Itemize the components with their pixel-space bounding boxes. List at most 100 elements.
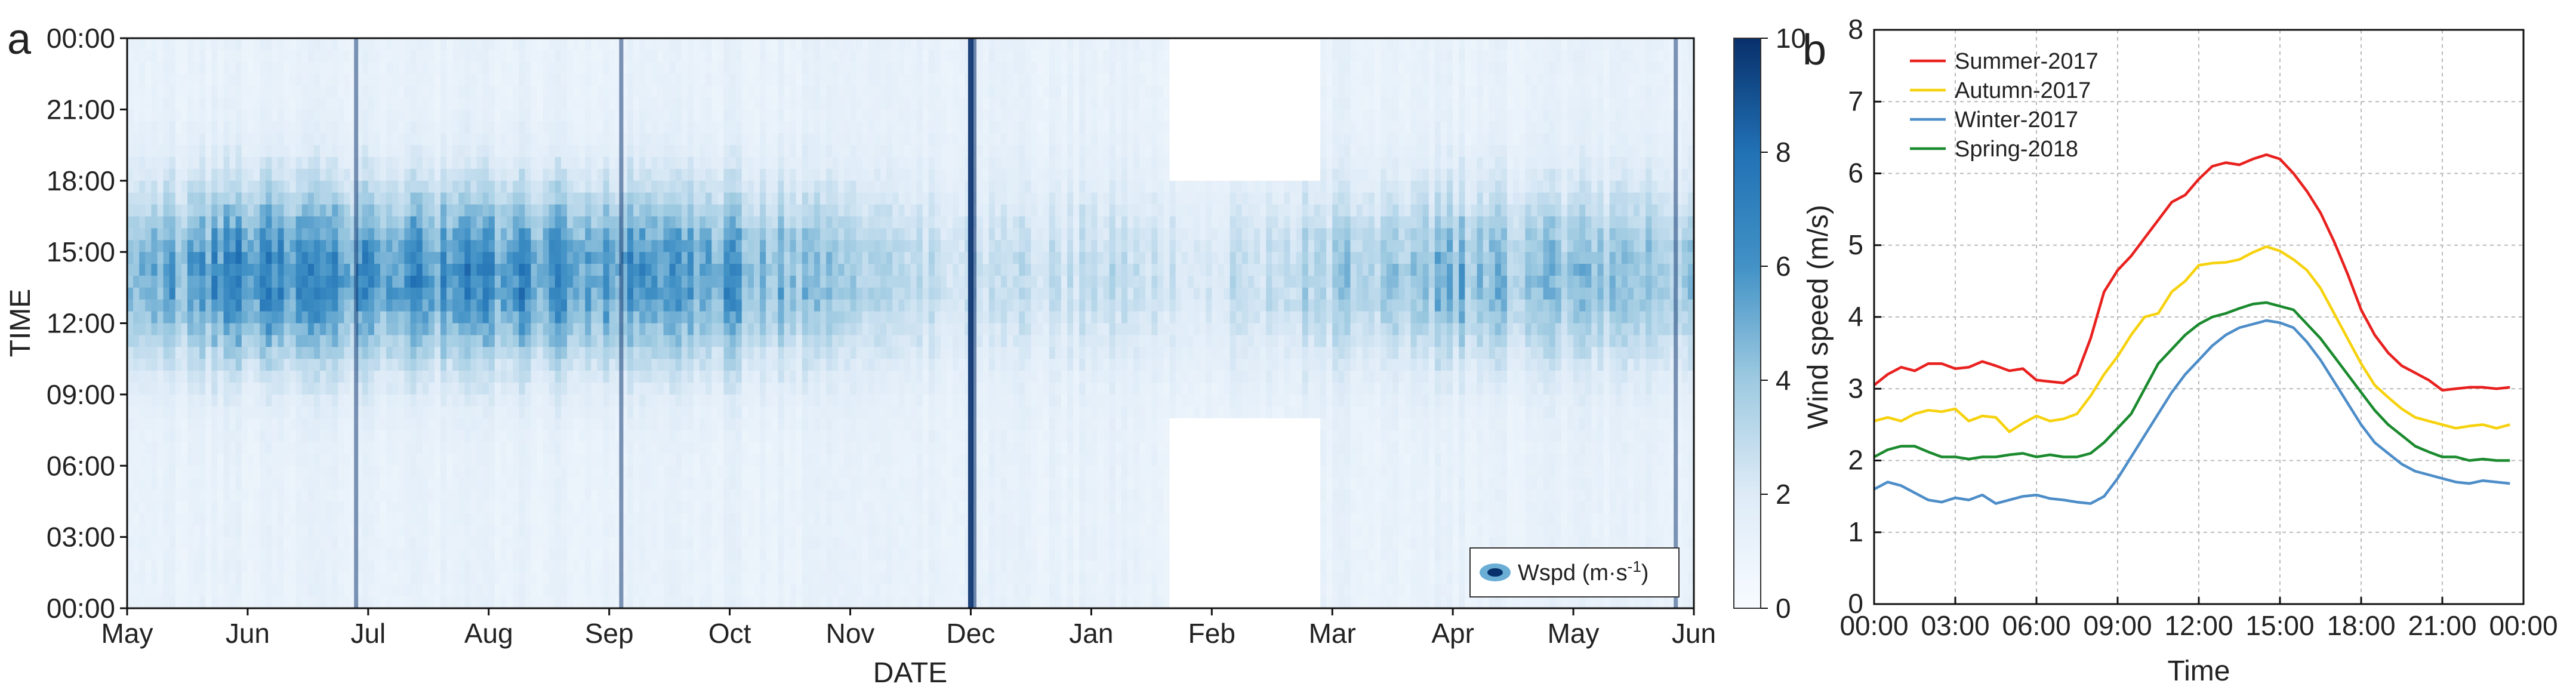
heatmap-cell [229, 371, 236, 383]
heatmap-cell [681, 572, 688, 586]
heatmap-cell [229, 299, 236, 312]
heatmap-cell [313, 61, 321, 75]
heatmap-cell [579, 156, 586, 170]
heatmap-cell [320, 382, 326, 395]
heatmap-cell [163, 156, 170, 170]
heatmap-cell [567, 335, 574, 348]
heatmap-cell [145, 252, 152, 264]
heatmap-cell [567, 454, 574, 467]
heatmap-cell [735, 406, 742, 419]
heatmap-cell [151, 525, 158, 538]
heatmap-cell [272, 454, 279, 467]
heatmap-cell [554, 382, 562, 395]
heatmap-cell [513, 85, 520, 98]
heatmap-cell [717, 287, 725, 300]
heatmap-cell [181, 216, 188, 229]
heatmap-cell [211, 264, 218, 276]
heatmap-cell [452, 359, 460, 371]
heatmap-cell [211, 572, 218, 586]
heatmap-cell [458, 156, 466, 170]
heatmap-cell [669, 299, 676, 312]
heatmap-cell [458, 311, 466, 324]
heatmap-cell [332, 584, 339, 597]
heatmap-cell [531, 275, 538, 288]
heatmap-cell [729, 347, 737, 359]
heatmap-cell [494, 418, 501, 431]
heatmap-cell [151, 311, 158, 324]
heatmap-cell [356, 156, 363, 170]
heatmap-cell [645, 513, 652, 526]
heatmap-cell [729, 466, 737, 478]
heatmap-cell [247, 264, 254, 276]
heatmap-cell [350, 50, 357, 63]
heatmap-cell [266, 204, 273, 217]
heatmap-cell [127, 275, 134, 288]
heatmap-cell [747, 430, 754, 443]
heatmap-cell [284, 61, 291, 75]
heatmap-cell [229, 264, 236, 276]
heatmap-cell [549, 50, 556, 63]
heatmap-cell [700, 513, 707, 526]
heatmap-cell [235, 228, 242, 241]
heatmap-cell [633, 97, 640, 110]
heatmap-cell [531, 97, 538, 110]
heatmap-cell [410, 596, 417, 608]
heatmap-cell [639, 382, 646, 395]
heatmap-cell [278, 572, 285, 586]
heatmap-cell [470, 525, 477, 538]
heatmap-cell [338, 406, 345, 419]
heatmap-cell [368, 323, 375, 336]
heatmap-cell [554, 216, 562, 229]
heatmap-cell [356, 525, 363, 538]
heatmap-cell [741, 596, 748, 608]
heatmap-cell [266, 311, 273, 324]
heatmap-cell [368, 466, 375, 478]
heatmap-cell [579, 38, 586, 51]
heatmap-cell [633, 252, 640, 264]
heatmap-cell [151, 584, 158, 597]
heatmap-cell [223, 596, 230, 608]
heatmap-cell [404, 85, 411, 98]
heatmap-cell [446, 133, 453, 146]
heatmap-cell [392, 97, 399, 110]
heatmap-cell [410, 560, 417, 574]
heatmap-cell [554, 180, 562, 193]
heatmap-cell [651, 109, 658, 122]
heatmap-cell [705, 418, 713, 431]
heatmap-cell [549, 454, 556, 467]
heatmap-cell [669, 335, 676, 348]
heatmap-cell [657, 97, 664, 110]
heatmap-cell [573, 442, 580, 455]
heatmap-cell [500, 228, 507, 241]
heatmap-cell [187, 299, 194, 312]
heatmap-cell [519, 216, 526, 229]
heatmap-cell [133, 50, 140, 63]
heatmap-cell [386, 109, 393, 122]
heatmap-cell [410, 418, 417, 431]
heatmap-cell [633, 156, 640, 170]
heatmap-cell [470, 145, 477, 158]
heatmap-cell [380, 430, 387, 443]
heatmap-cell [531, 560, 538, 574]
heatmap-cell [609, 347, 616, 359]
heatmap-cell [543, 192, 550, 205]
heatmap-cell [362, 359, 369, 371]
heatmap-cell [254, 61, 260, 75]
heatmap-cell [500, 73, 507, 87]
heatmap-cell [205, 418, 212, 431]
heatmap-cell [434, 240, 441, 252]
heatmap-cell [464, 264, 472, 276]
heatmap-cell [657, 121, 664, 134]
heatmap-cell [380, 97, 387, 110]
heatmap-cell [633, 513, 640, 526]
heatmap-cell [404, 180, 411, 193]
heatmap-cell [278, 73, 285, 87]
heatmap-cell [681, 228, 688, 241]
heatmap-cell [723, 418, 731, 431]
heatmap-cell [651, 275, 658, 288]
heatmap-cell [326, 323, 333, 336]
heatmap-cell [452, 287, 460, 300]
heatmap-cell [211, 513, 218, 526]
heatmap-cell [151, 192, 158, 205]
heatmap-cell [133, 513, 140, 526]
